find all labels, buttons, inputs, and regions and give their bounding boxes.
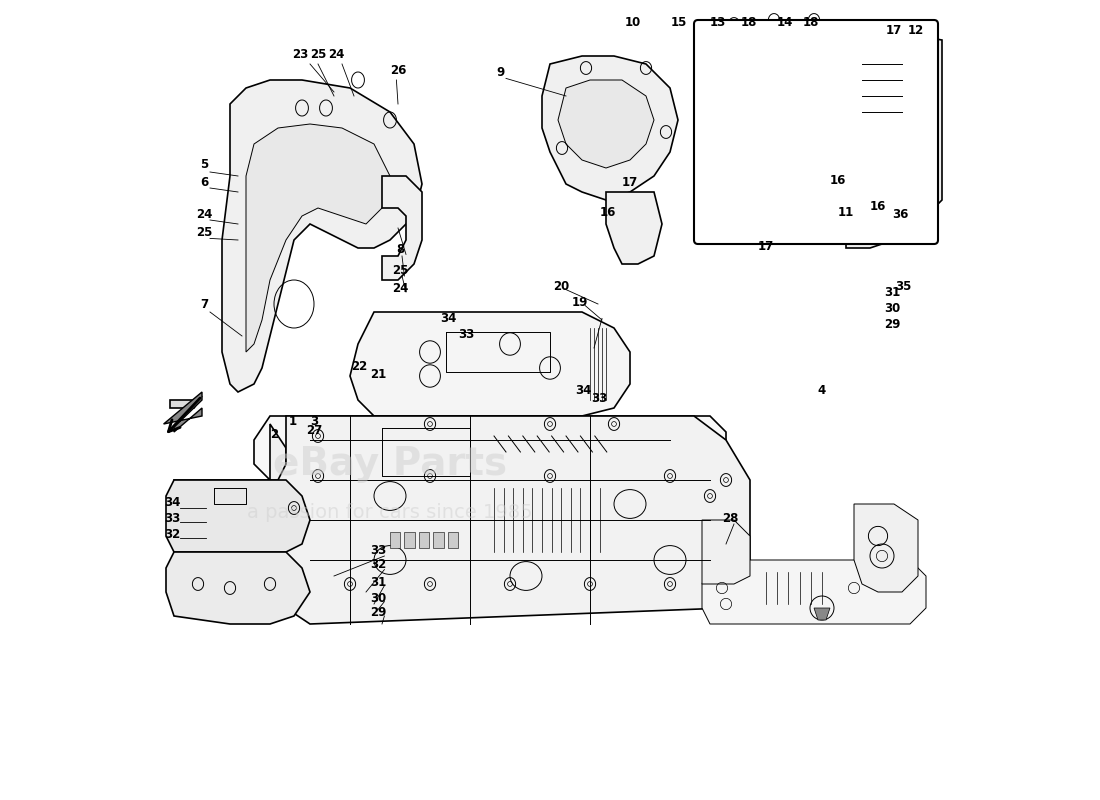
Polygon shape [702, 560, 926, 624]
Text: 30: 30 [884, 302, 901, 314]
Text: 25: 25 [310, 48, 327, 61]
Text: 31: 31 [884, 286, 901, 298]
Text: 13: 13 [710, 16, 726, 29]
Text: 5: 5 [200, 158, 209, 170]
Text: 28: 28 [722, 512, 738, 525]
Text: 35: 35 [895, 280, 912, 293]
Polygon shape [433, 532, 443, 548]
Text: 21: 21 [370, 368, 386, 381]
Text: 24: 24 [393, 282, 408, 294]
Polygon shape [846, 152, 910, 248]
Polygon shape [166, 480, 310, 552]
Polygon shape [448, 532, 458, 548]
Text: 9: 9 [496, 66, 505, 78]
Polygon shape [846, 32, 926, 144]
Polygon shape [350, 312, 630, 416]
Text: 10: 10 [625, 16, 641, 29]
Polygon shape [542, 56, 678, 200]
Text: 17: 17 [621, 176, 638, 189]
Text: 30: 30 [370, 592, 386, 605]
Text: 24: 24 [328, 48, 344, 61]
Polygon shape [558, 80, 654, 168]
Text: 7: 7 [200, 298, 209, 310]
Polygon shape [164, 392, 202, 432]
Text: 16: 16 [600, 206, 616, 218]
Polygon shape [174, 424, 350, 576]
Text: 33: 33 [164, 512, 180, 525]
Polygon shape [382, 176, 422, 280]
Text: 15: 15 [671, 16, 688, 29]
Text: 4: 4 [818, 384, 826, 397]
Polygon shape [170, 396, 202, 408]
Polygon shape [166, 552, 310, 624]
Text: 8: 8 [396, 243, 405, 256]
Polygon shape [718, 24, 854, 168]
Text: 18: 18 [740, 16, 757, 29]
Polygon shape [814, 608, 830, 620]
Text: 20: 20 [553, 280, 570, 293]
Text: 24: 24 [196, 208, 212, 221]
Text: 3: 3 [310, 415, 318, 428]
Text: 25: 25 [393, 264, 408, 277]
Polygon shape [606, 192, 662, 264]
Text: eBay Parts: eBay Parts [273, 445, 507, 483]
Text: 18: 18 [803, 16, 820, 29]
Text: 34: 34 [164, 496, 180, 509]
Text: 16: 16 [829, 174, 846, 186]
Text: 23: 23 [293, 48, 308, 61]
Polygon shape [854, 504, 918, 592]
Text: 26: 26 [389, 64, 406, 77]
Text: 19: 19 [571, 296, 587, 309]
Polygon shape [734, 48, 830, 136]
Text: 34: 34 [575, 384, 592, 397]
Polygon shape [894, 32, 942, 216]
Text: 16: 16 [870, 200, 887, 213]
Text: 29: 29 [370, 606, 386, 618]
Text: 17: 17 [758, 240, 774, 253]
Polygon shape [254, 416, 726, 480]
Text: 31: 31 [370, 576, 386, 589]
Polygon shape [246, 124, 390, 352]
Text: 33: 33 [370, 544, 386, 557]
Text: 32: 32 [370, 558, 386, 570]
Text: 12: 12 [908, 24, 924, 37]
Text: 36: 36 [892, 208, 909, 221]
Text: 34: 34 [440, 312, 456, 325]
Text: 27: 27 [306, 424, 322, 437]
Text: 17: 17 [886, 24, 902, 37]
Text: 14: 14 [777, 16, 793, 29]
Text: a passion for cars since 1985: a passion for cars since 1985 [248, 502, 532, 522]
FancyBboxPatch shape [694, 20, 938, 244]
Text: 11: 11 [838, 206, 854, 218]
Polygon shape [390, 532, 400, 548]
Polygon shape [405, 532, 415, 548]
Text: 25: 25 [196, 226, 212, 238]
Polygon shape [419, 532, 429, 548]
Text: 2: 2 [270, 428, 278, 441]
Polygon shape [270, 416, 750, 624]
Text: 22: 22 [352, 360, 367, 373]
Polygon shape [702, 520, 750, 584]
Text: 33: 33 [592, 392, 607, 405]
Text: 33: 33 [458, 328, 474, 341]
Text: 6: 6 [200, 176, 209, 189]
Text: 32: 32 [164, 528, 180, 541]
Text: 1: 1 [288, 415, 297, 428]
Text: 29: 29 [884, 318, 901, 330]
Polygon shape [222, 80, 422, 392]
